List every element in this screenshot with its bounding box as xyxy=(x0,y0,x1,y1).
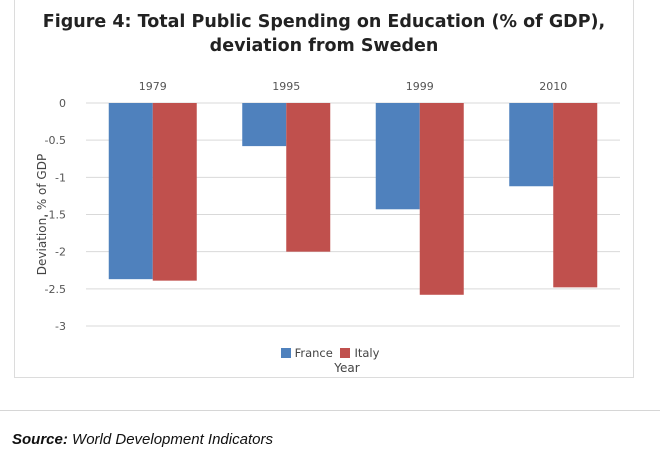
bar-france-2010 xyxy=(509,103,554,187)
y-tick-label: -0.5 xyxy=(45,134,66,147)
bar-italy-1979 xyxy=(152,103,197,281)
y-tick-label: -2.5 xyxy=(45,283,66,296)
chart-title-line-2: deviation from Sweden xyxy=(209,36,439,56)
y-tick-label: -1 xyxy=(55,171,66,184)
bar-france-1979 xyxy=(108,103,153,280)
legend-item-france: France xyxy=(280,346,333,360)
bar-italy-1995 xyxy=(286,103,331,252)
y-tick-label: -1.5 xyxy=(45,209,66,222)
source-text: World Development Indicators xyxy=(72,431,273,448)
source-note: Source: World Development Indicators xyxy=(12,431,273,448)
legend-item-italy: Italy xyxy=(340,346,379,360)
y-axis-label: Deviation, % of GDP xyxy=(35,154,49,275)
x-tick-label: 2010 xyxy=(539,80,567,93)
legend-swatch-italy xyxy=(340,348,351,358)
bar-italy-2010 xyxy=(553,103,598,288)
bar-france-1995 xyxy=(242,103,287,147)
legend: France Italy xyxy=(0,346,660,360)
chart-title-line-1: Figure 4: Total Public Spending on Educa… xyxy=(42,12,606,32)
x-tick-label: 1999 xyxy=(406,80,434,93)
source-divider xyxy=(0,410,660,411)
x-tick-label: 1979 xyxy=(139,80,167,93)
bar-italy-1999 xyxy=(419,103,464,295)
y-tick-label: -3 xyxy=(55,320,66,333)
source-label: Source: xyxy=(12,431,68,448)
x-axis-label: Year xyxy=(333,361,359,375)
y-tick-label: -2 xyxy=(55,246,66,259)
legend-label-italy: Italy xyxy=(354,346,380,360)
bar-france-1999 xyxy=(375,103,420,210)
legend-label-france: France xyxy=(294,346,333,360)
chart-title: Figure 4: Total Public Spending on Educa… xyxy=(14,10,634,58)
x-tick-label: 1995 xyxy=(272,80,300,93)
legend-swatch-france xyxy=(280,348,291,358)
y-tick-label: 0 xyxy=(59,97,66,110)
